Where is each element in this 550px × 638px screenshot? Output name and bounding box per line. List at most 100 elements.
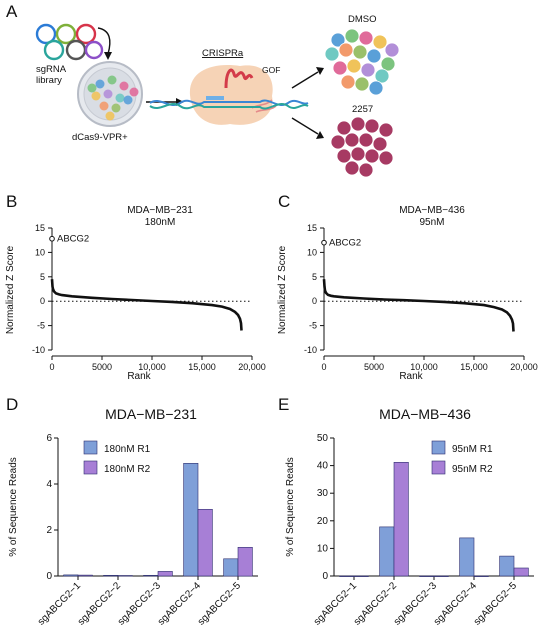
dmso-cell-population bbox=[324, 28, 400, 96]
x-tick-label: 5000 bbox=[92, 362, 112, 372]
bar bbox=[459, 537, 475, 577]
x-tick-label: 20,000 bbox=[238, 362, 266, 372]
bar bbox=[339, 575, 355, 577]
cell-icon bbox=[115, 93, 125, 103]
y-tick-label: 0 bbox=[322, 571, 328, 582]
cell-icon bbox=[336, 120, 352, 136]
cell-icon bbox=[119, 81, 129, 91]
cell-icon bbox=[336, 148, 352, 164]
y-axis-label: Normalized Z Score bbox=[5, 245, 16, 334]
petri-dish-icon bbox=[77, 61, 143, 127]
y-tick-label: 10 bbox=[307, 247, 317, 257]
plasmid-icon bbox=[35, 23, 104, 61]
cell-icon bbox=[91, 91, 101, 101]
cell-icon bbox=[380, 56, 396, 72]
cell-icon bbox=[350, 146, 366, 162]
bar bbox=[183, 462, 199, 577]
panel-label-e: E bbox=[278, 395, 289, 414]
cell-icon bbox=[350, 116, 366, 132]
cell-icon bbox=[354, 76, 370, 92]
legend-swatch bbox=[431, 460, 446, 475]
bar bbox=[157, 571, 173, 577]
cell-icon bbox=[344, 132, 360, 148]
cell-icon bbox=[358, 30, 374, 46]
y-axis-label: Normalized Z Score bbox=[277, 245, 288, 334]
chart-title: MDA−MB−436 bbox=[379, 406, 471, 422]
x-tick-label: 0 bbox=[49, 362, 54, 372]
dcas9-complex-icon bbox=[189, 65, 277, 125]
y-tick-label: -10 bbox=[32, 345, 45, 355]
bar bbox=[393, 461, 409, 577]
legend-label: 95nM R1 bbox=[452, 444, 493, 455]
bar bbox=[77, 574, 93, 577]
panel-label-d: D bbox=[6, 395, 18, 414]
y-tick-label: 10 bbox=[35, 247, 45, 257]
y-tick-label: -5 bbox=[309, 321, 317, 331]
cell-icon bbox=[374, 68, 390, 84]
y-tick-label: 0 bbox=[312, 296, 317, 306]
cell-icon bbox=[366, 48, 382, 64]
bar-chart-mda-mb-436: MDA−MB−436 % of Sequence Reads 0 10 20 30 40… bbox=[285, 406, 534, 628]
x-axis-label: Rank bbox=[127, 371, 151, 382]
bar-chart-mda-mb-231: MDA−MB−231 % of Sequence Reads 0 2 4 6 sgABC… bbox=[8, 406, 258, 628]
y-tick-label: -10 bbox=[304, 345, 317, 355]
chart-subtitle: 180nM bbox=[145, 217, 176, 228]
cell-icon bbox=[107, 75, 117, 85]
cell-icon bbox=[330, 134, 346, 150]
cell-icon bbox=[384, 42, 400, 58]
cell-icon bbox=[95, 79, 105, 89]
x-axis-label: Rank bbox=[399, 371, 423, 382]
legend-label: 180nM R1 bbox=[104, 444, 151, 455]
cell-icon bbox=[129, 87, 139, 97]
highlight-label: ABCG2 bbox=[329, 238, 361, 249]
panel-label-c: C bbox=[278, 192, 290, 211]
cell-icon bbox=[352, 44, 368, 60]
gof-label: GOF bbox=[262, 65, 280, 75]
cell-icon bbox=[344, 160, 360, 176]
panel-label-b: B bbox=[6, 192, 17, 211]
x-tick-label: 10,000 bbox=[138, 362, 166, 372]
y-tick-label: 30 bbox=[317, 488, 329, 499]
bar bbox=[103, 574, 119, 577]
cell-icon bbox=[358, 132, 374, 148]
cell-icon bbox=[378, 150, 394, 166]
cell-icon bbox=[344, 28, 360, 44]
y-tick-label: 40 bbox=[317, 461, 329, 472]
cell-icon bbox=[358, 162, 374, 178]
cell-icon bbox=[340, 74, 356, 90]
y-axis-label: % of Sequence Reads bbox=[8, 457, 19, 557]
cell-icon bbox=[368, 80, 384, 96]
y-tick-label: 0 bbox=[46, 571, 52, 582]
z-score-curve bbox=[322, 279, 515, 332]
y-tick-label: 5 bbox=[312, 272, 317, 282]
library-label-line1: sgRNA bbox=[36, 64, 67, 75]
cell-icon bbox=[324, 46, 340, 62]
bar bbox=[223, 558, 239, 577]
y-tick-label: 4 bbox=[46, 479, 52, 490]
legend-swatch bbox=[83, 440, 98, 455]
chart-title: MDA−MB−436 bbox=[399, 205, 465, 216]
cell-icon bbox=[87, 83, 97, 93]
bar bbox=[419, 575, 435, 577]
cell-icon bbox=[99, 101, 109, 111]
bar bbox=[379, 526, 395, 577]
bar bbox=[117, 575, 133, 577]
drug-cell-population bbox=[330, 116, 394, 178]
x-tick-label: 15,000 bbox=[188, 362, 216, 372]
bar bbox=[63, 574, 79, 577]
chart-title: MDA−MB−231 bbox=[127, 205, 193, 216]
x-tick-label: 20,000 bbox=[510, 362, 538, 372]
cell-icon bbox=[360, 62, 376, 78]
y-tick-label: 5 bbox=[40, 272, 45, 282]
y-axis-label: % of Sequence Reads bbox=[285, 457, 296, 557]
cell-icon bbox=[378, 122, 394, 138]
bar bbox=[143, 574, 159, 577]
cell-icon bbox=[346, 58, 362, 74]
x-tick-label: 5000 bbox=[364, 362, 384, 372]
cell-icon bbox=[111, 103, 121, 113]
z-score-curve bbox=[50, 279, 243, 331]
dmso-label: DMSO bbox=[348, 14, 377, 25]
y-tick-label: 2 bbox=[46, 525, 52, 536]
cell-icon bbox=[338, 42, 354, 58]
